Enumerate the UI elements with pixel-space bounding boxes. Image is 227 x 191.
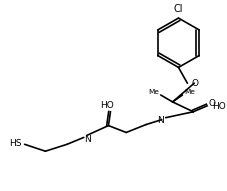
Text: Me: Me bbox=[147, 89, 158, 95]
Text: N: N bbox=[84, 135, 91, 144]
Text: HO: HO bbox=[211, 102, 225, 111]
Text: O: O bbox=[208, 99, 215, 108]
Text: Cl: Cl bbox=[173, 4, 183, 14]
Text: HS: HS bbox=[9, 139, 22, 148]
Text: O: O bbox=[190, 79, 197, 88]
Text: N: N bbox=[156, 116, 163, 125]
Text: HO: HO bbox=[100, 101, 114, 110]
Text: Me: Me bbox=[184, 89, 194, 95]
